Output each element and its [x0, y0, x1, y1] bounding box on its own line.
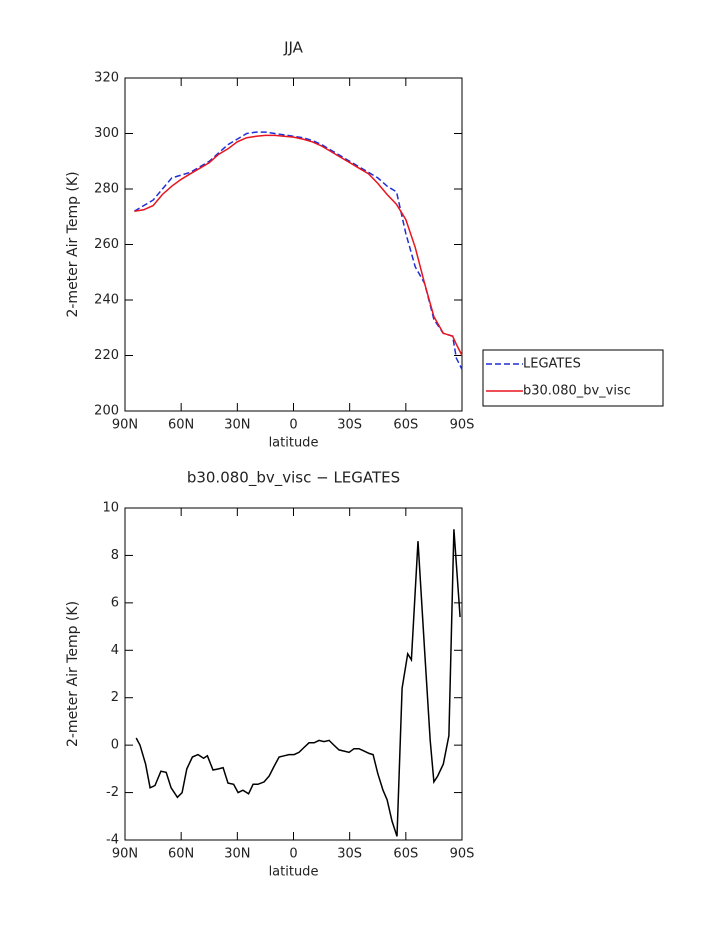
y-tick-label: 300 [94, 126, 119, 141]
data-line [134, 131, 463, 370]
x-tick-label: 90S [450, 847, 475, 862]
x-tick-label: 60N [168, 847, 194, 862]
x-tick-label: 90S [450, 418, 475, 433]
y-tick-label: 2 [111, 690, 119, 705]
x-tick-label: 90N [112, 418, 138, 433]
x-tick-label: 0 [289, 847, 297, 862]
data-line [134, 134, 463, 356]
y-tick-label: 0 [111, 738, 119, 753]
chart-title: JJA [283, 39, 304, 57]
y-tick-label: 280 [94, 182, 119, 197]
x-tick-label: 30S [337, 847, 362, 862]
y-tick-label: 10 [102, 501, 119, 516]
y-tick-label: -2 [106, 785, 119, 800]
data-line [135, 529, 461, 837]
x-axis-label: latitude [269, 436, 319, 451]
y-tick-label: 6 [111, 595, 119, 610]
x-tick-label: 30N [224, 418, 250, 433]
plot-frame [124, 77, 463, 412]
y-tick-label: 200 [94, 404, 119, 419]
x-tick-label: 60S [393, 418, 418, 433]
y-tick-label: 320 [94, 71, 119, 86]
x-tick-label: 60N [168, 418, 194, 433]
y-tick-label: 4 [111, 643, 119, 658]
plot-frame [124, 507, 463, 841]
y-tick-label: 260 [94, 237, 119, 252]
y-tick-label: 8 [111, 548, 119, 563]
legend-label: LEGATES [523, 357, 581, 372]
legend-box [482, 349, 664, 407]
y-tick-label: 220 [94, 348, 119, 363]
x-axis-label: latitude [269, 865, 319, 880]
x-tick-label: 30N [224, 847, 250, 862]
y-axis-label: 2-meter Air Temp (K) [65, 601, 81, 747]
x-tick-label: 90N [112, 847, 138, 862]
y-tick-label: -4 [106, 833, 119, 848]
x-tick-label: 60S [393, 847, 418, 862]
chart-title: b30.080_bv_visc − LEGATES [187, 469, 400, 488]
legend-label: b30.080_bv_visc [523, 384, 631, 399]
y-axis-label: 2-meter Air Temp (K) [65, 171, 81, 317]
x-tick-label: 30S [337, 418, 362, 433]
y-tick-label: 240 [94, 293, 119, 308]
x-tick-label: 0 [289, 418, 297, 433]
